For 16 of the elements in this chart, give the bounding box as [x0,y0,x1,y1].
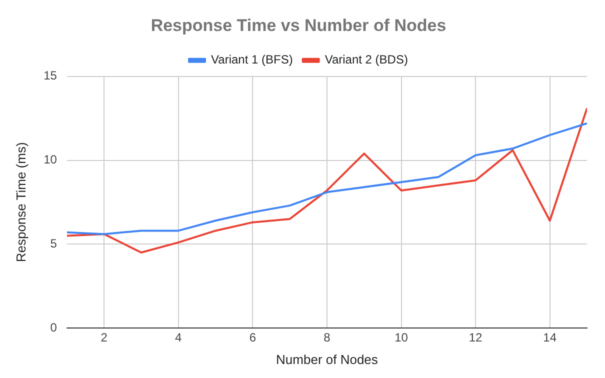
x-tick-label: 4 [175,330,182,345]
x-tick-label: 8 [324,330,331,345]
chart-title: Response Time vs Number of Nodes [150,16,446,35]
y-tick-label: 5 [50,236,58,250]
legend-label: Variant 2 (BDS) [324,52,408,67]
x-axis-title: Number of Nodes [276,352,378,367]
y-tick-label: 10 [44,152,58,167]
x-tick-label: 2 [100,330,108,345]
x-tick-label: 6 [249,330,256,345]
y-tick-label: 15 [44,68,58,83]
x-tick-label: 14 [543,330,557,345]
legend-label: Variant 1 (BFS) [211,52,293,67]
y-tick-label: 0 [50,320,58,334]
y-axis-title: Response Time (ms) [13,142,28,262]
x-tick-label: 10 [394,330,408,345]
x-tick-label: 12 [468,330,483,345]
